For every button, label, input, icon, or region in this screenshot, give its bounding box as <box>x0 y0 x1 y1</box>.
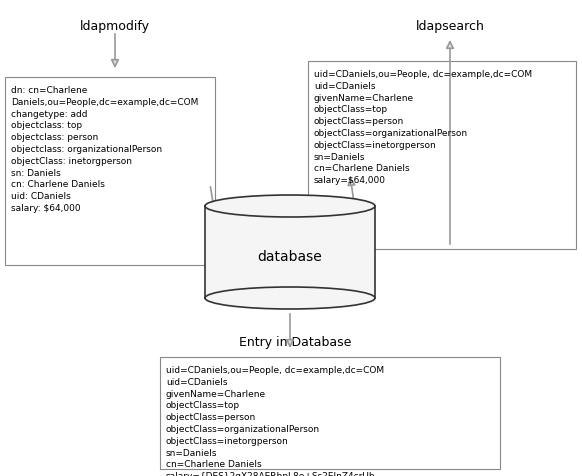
Text: Entry in Database: Entry in Database <box>239 335 351 348</box>
Ellipse shape <box>205 288 375 309</box>
Text: ldapmodify: ldapmodify <box>80 20 150 33</box>
Text: uid=CDaniels,ou=People, dc=example,dc=COM
uid=CDaniels
givenName=Charlene
object: uid=CDaniels,ou=People, dc=example,dc=CO… <box>314 70 532 185</box>
Bar <box>5 78 215 266</box>
Ellipse shape <box>205 196 375 218</box>
Bar <box>205 207 375 298</box>
Bar <box>160 357 500 469</box>
Bar <box>308 62 576 249</box>
Text: uid=CDaniels,ou=People, dc=example,dc=COM
uid=CDaniels
givenName=Charlene
object: uid=CDaniels,ou=People, dc=example,dc=CO… <box>166 365 384 476</box>
Text: database: database <box>258 249 322 263</box>
Text: dn: cn=Charlene
Daniels,ou=People,dc=example,dc=COM
changetype: add
objectclass:: dn: cn=Charlene Daniels,ou=People,dc=exa… <box>11 86 198 213</box>
Text: ldapsearch: ldapsearch <box>416 20 484 33</box>
